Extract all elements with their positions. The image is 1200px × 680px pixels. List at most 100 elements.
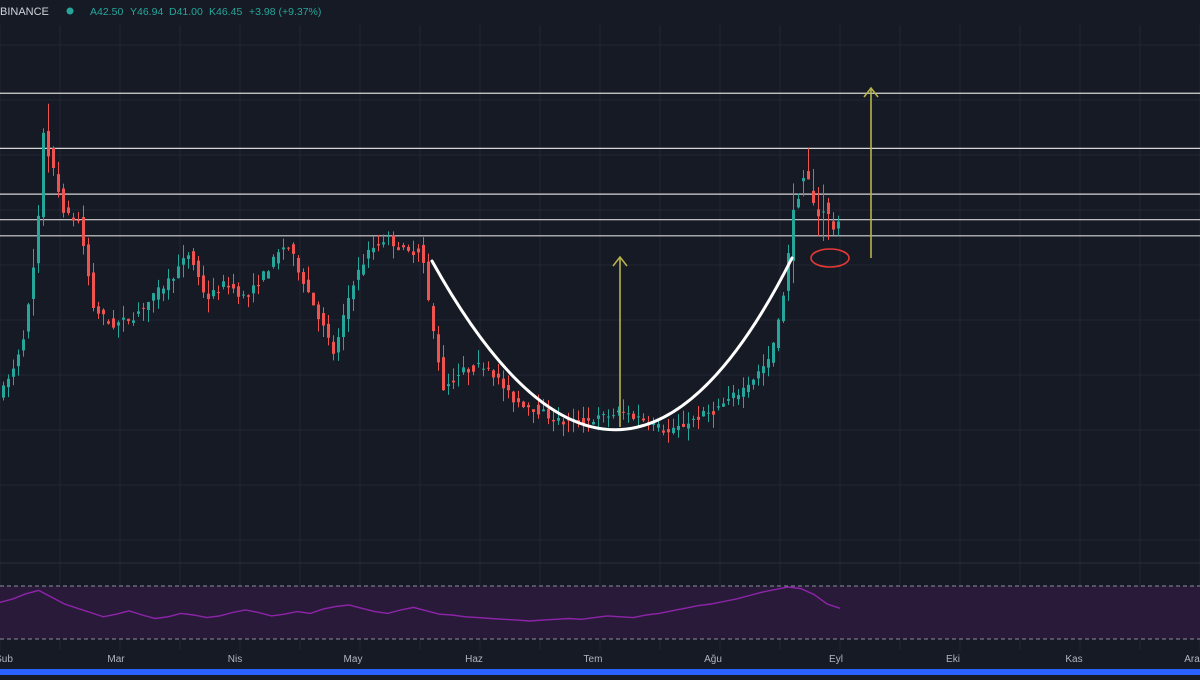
candle xyxy=(667,419,670,443)
candle-body xyxy=(467,369,470,373)
candle xyxy=(92,263,95,312)
candle xyxy=(152,292,155,313)
candle-body xyxy=(317,304,320,320)
candle-body xyxy=(352,285,355,300)
x-tick-label: Haz xyxy=(465,654,483,665)
candle xyxy=(402,242,405,251)
candle-body xyxy=(737,395,740,400)
candle-body xyxy=(602,414,605,416)
candle-body xyxy=(57,174,60,192)
candle xyxy=(397,241,400,251)
candle xyxy=(82,205,85,255)
candle xyxy=(157,279,160,309)
candle-body xyxy=(312,292,315,306)
candle-body xyxy=(787,253,790,291)
candle xyxy=(452,368,455,390)
candle xyxy=(367,241,370,269)
candle-body xyxy=(427,261,430,300)
candle xyxy=(332,335,335,361)
candle-body xyxy=(252,285,255,294)
candle-body xyxy=(162,288,165,294)
candle-body xyxy=(677,425,680,431)
candle xyxy=(187,252,190,269)
candle-body xyxy=(727,398,730,401)
candle-body xyxy=(637,416,640,418)
candle-body xyxy=(717,406,720,408)
candle-body xyxy=(217,292,220,294)
candle-body xyxy=(402,245,405,248)
candle xyxy=(197,255,200,286)
candle xyxy=(287,246,290,251)
candle xyxy=(512,390,515,413)
candle xyxy=(582,406,585,433)
grid xyxy=(0,25,1200,650)
candle-body xyxy=(287,247,290,249)
candle xyxy=(352,280,355,311)
candle xyxy=(177,254,180,279)
candle-body xyxy=(457,375,460,377)
candle xyxy=(487,361,490,371)
candle-body xyxy=(382,242,385,245)
candle xyxy=(497,363,500,385)
candle xyxy=(137,302,140,318)
candle-body xyxy=(527,405,530,408)
candle-body xyxy=(652,423,655,425)
candle-body xyxy=(632,413,635,419)
candle xyxy=(222,274,225,290)
candle-body xyxy=(642,418,645,421)
candle-body xyxy=(347,298,350,320)
candle xyxy=(447,373,450,395)
candle xyxy=(387,231,390,246)
candle xyxy=(507,375,510,399)
candle-body xyxy=(2,385,5,398)
candle xyxy=(717,398,720,411)
candle-body xyxy=(72,217,75,221)
candle-body xyxy=(207,293,210,300)
x-tick-label: Kas xyxy=(1065,654,1082,665)
candle xyxy=(247,294,250,308)
candle xyxy=(687,412,690,441)
candle xyxy=(472,364,475,376)
candle xyxy=(182,244,185,278)
candle xyxy=(422,237,425,274)
candle xyxy=(372,236,375,260)
candle xyxy=(112,309,115,330)
candle xyxy=(442,345,445,391)
candle-body xyxy=(392,235,395,247)
candle-body xyxy=(562,421,565,425)
candle xyxy=(317,301,320,332)
candle-body xyxy=(397,247,400,251)
candle-body xyxy=(332,341,335,354)
candle xyxy=(392,231,395,259)
x-tick-label: Nis xyxy=(228,654,242,665)
bottom-scrollbar[interactable] xyxy=(0,669,1200,675)
candle xyxy=(97,301,100,319)
candle xyxy=(662,424,665,436)
candle-body xyxy=(547,408,550,419)
candle-body xyxy=(512,391,515,403)
candle xyxy=(67,200,70,216)
candle-body xyxy=(37,215,40,264)
candle-body xyxy=(687,423,690,429)
candle xyxy=(637,404,640,426)
candle-body xyxy=(302,272,305,284)
candle-body xyxy=(452,380,455,383)
candle-body xyxy=(622,411,625,413)
candle xyxy=(2,381,5,401)
candle-body xyxy=(682,423,685,427)
candle xyxy=(312,292,315,306)
candle xyxy=(427,253,430,302)
candle-body xyxy=(77,220,80,222)
candle-body xyxy=(337,337,340,353)
candle xyxy=(552,409,555,432)
candle xyxy=(47,103,50,173)
candle-body xyxy=(812,190,815,203)
candle-body xyxy=(27,304,30,332)
candle-body xyxy=(667,429,670,433)
candle-body xyxy=(697,416,700,420)
candle xyxy=(752,378,755,390)
open-value: A42.50 xyxy=(90,6,123,18)
candle xyxy=(802,170,805,197)
candle-body xyxy=(472,365,475,372)
